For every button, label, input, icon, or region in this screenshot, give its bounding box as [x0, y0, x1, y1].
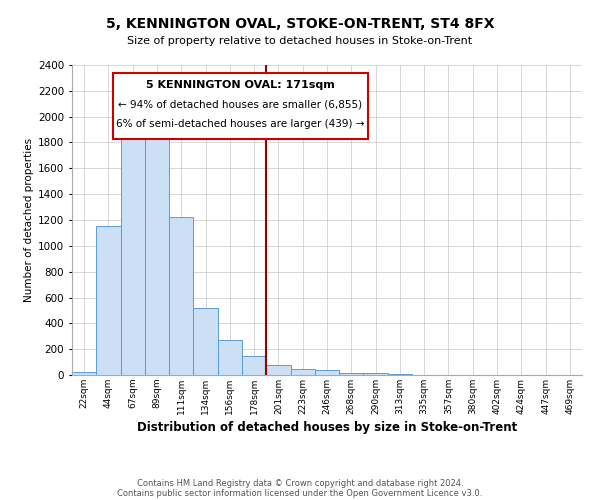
- Y-axis label: Number of detached properties: Number of detached properties: [24, 138, 34, 302]
- Bar: [290, 368, 315, 375]
- Bar: [266, 364, 290, 375]
- Text: ← 94% of detached houses are smaller (6,855): ← 94% of detached houses are smaller (6,…: [118, 100, 362, 110]
- Bar: [242, 356, 266, 375]
- Bar: [388, 374, 412, 375]
- Text: 6% of semi-detached houses are larger (439) →: 6% of semi-detached houses are larger (4…: [116, 118, 365, 128]
- Bar: [364, 373, 388, 375]
- Text: 5 KENNINGTON OVAL: 171sqm: 5 KENNINGTON OVAL: 171sqm: [146, 80, 335, 90]
- Bar: [193, 308, 218, 375]
- X-axis label: Distribution of detached houses by size in Stoke-on-Trent: Distribution of detached houses by size …: [137, 421, 517, 434]
- Bar: [169, 218, 193, 375]
- Bar: [145, 138, 169, 375]
- Bar: [218, 340, 242, 375]
- Text: Contains HM Land Registry data © Crown copyright and database right 2024.: Contains HM Land Registry data © Crown c…: [137, 478, 463, 488]
- Bar: [121, 122, 145, 375]
- Bar: [339, 374, 364, 375]
- FancyBboxPatch shape: [113, 72, 368, 140]
- Text: Contains public sector information licensed under the Open Government Licence v3: Contains public sector information licen…: [118, 488, 482, 498]
- Bar: [96, 226, 121, 375]
- Text: Size of property relative to detached houses in Stoke-on-Trent: Size of property relative to detached ho…: [127, 36, 473, 46]
- Bar: [315, 370, 339, 375]
- Text: 5, KENNINGTON OVAL, STOKE-ON-TRENT, ST4 8FX: 5, KENNINGTON OVAL, STOKE-ON-TRENT, ST4 …: [106, 18, 494, 32]
- Bar: [72, 372, 96, 375]
